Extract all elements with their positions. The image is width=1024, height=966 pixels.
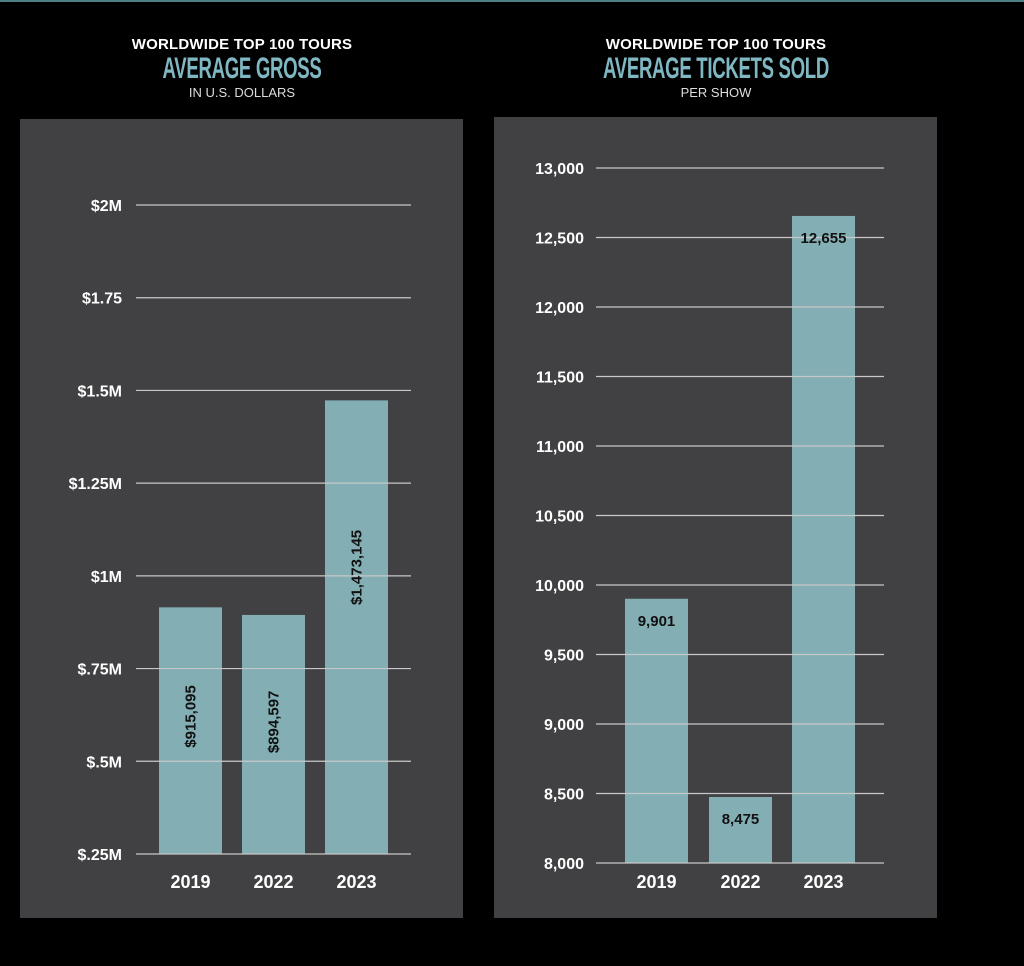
y-tick-label: $2M — [91, 198, 122, 215]
y-tick-label: 12,500 — [535, 231, 584, 248]
data-label: 9,901 — [638, 613, 676, 630]
bar-2022 — [242, 614, 305, 854]
chart-header-tickets: WORLDWIDE TOP 100 TOURS AVERAGE TICKETS … — [494, 36, 938, 100]
chart-header-gross: WORLDWIDE TOP 100 TOURS AVERAGE GROSS IN… — [20, 36, 464, 100]
x-tick-label: 2023 — [803, 872, 843, 892]
bar-2023 — [792, 215, 855, 863]
y-tick-label: 10,000 — [535, 578, 584, 595]
chart-1: 8,000 8,500 9,000 9,500 10,000 10,500 11,000 11… — [494, 117, 937, 918]
chart-0: $.25M $.5M $.75M $1M $1.25M $1.5M $1.75 $2M $915… — [20, 119, 463, 918]
y-tick-label: $1.5M — [78, 383, 122, 400]
chart-title: AVERAGE GROSS — [162, 52, 322, 85]
data-label: 8,475 — [722, 811, 760, 828]
y-tick-label: $.5M — [86, 754, 122, 771]
x-tick-label: 2023 — [336, 872, 376, 892]
y-tick-label: $1.75 — [82, 291, 122, 308]
x-tick-label: 2022 — [253, 872, 293, 892]
y-tick-label: 9,000 — [544, 717, 584, 734]
y-tick-label: $.25M — [78, 847, 122, 864]
y-tick-label: 11,500 — [536, 370, 584, 387]
y-tick-label: $.75M — [78, 662, 122, 679]
plot-panel — [494, 117, 937, 918]
bar-2023 — [325, 400, 388, 854]
chart-subtitle: PER SHOW — [680, 85, 752, 100]
y-tick-label: 8,500 — [544, 787, 584, 804]
data-label: $915,095 — [183, 685, 200, 748]
x-tick-label: 2019 — [170, 872, 210, 892]
supertitle: WORLDWIDE TOP 100 TOURS — [131, 36, 353, 53]
y-tick-label: $1.25M — [69, 476, 122, 493]
bar-2022 — [709, 796, 772, 863]
y-tick-label: 9,500 — [544, 648, 584, 665]
y-tick-label: $1M — [91, 569, 122, 586]
chart-title: AVERAGE TICKETS SOLD — [603, 52, 829, 85]
plot-panel — [20, 119, 463, 918]
y-tick-label: 10,500 — [535, 509, 584, 526]
y-tick-label: 11,000 — [536, 439, 584, 456]
top-border — [0, 0, 1024, 2]
data-label: $1,473,145 — [349, 530, 366, 605]
supertitle: WORLDWIDE TOP 100 TOURS — [605, 36, 827, 53]
x-tick-label: 2019 — [636, 872, 676, 892]
chart-subtitle: IN U.S. DOLLARS — [188, 85, 296, 100]
y-tick-label: 8,000 — [544, 856, 584, 873]
bar-2019 — [625, 598, 688, 863]
data-label: $894,597 — [266, 691, 283, 754]
bar-2019 — [159, 607, 222, 854]
y-tick-label: 12,000 — [535, 300, 584, 317]
data-label: 12,655 — [801, 230, 847, 247]
y-tick-label: 13,000 — [535, 161, 584, 178]
x-tick-label: 2022 — [720, 872, 760, 892]
